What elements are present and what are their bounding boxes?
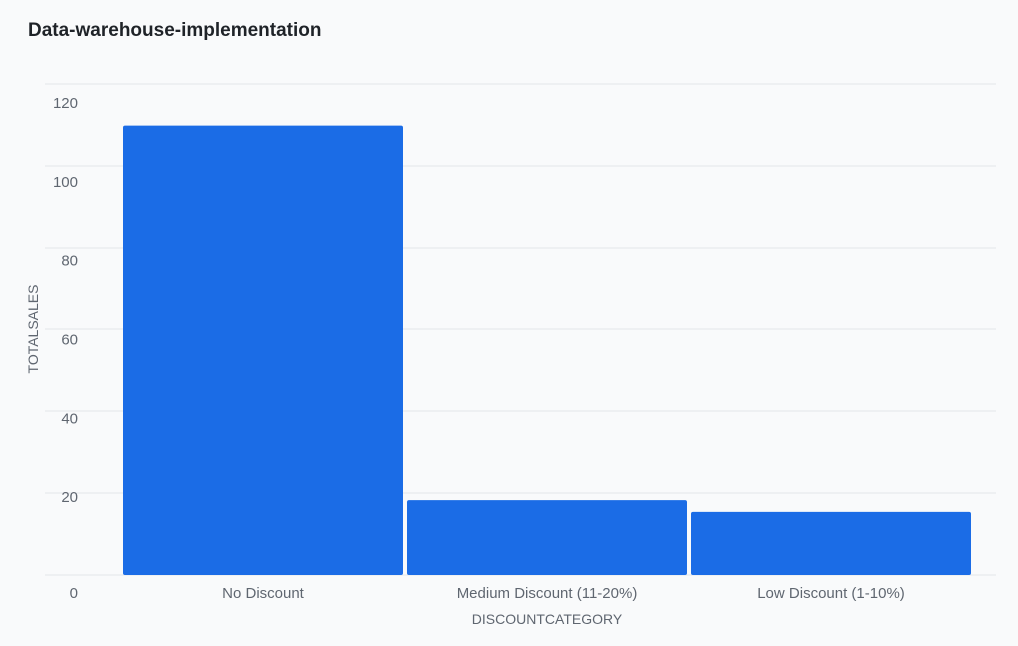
bar[interactable] bbox=[691, 511, 971, 575]
y-tick-label: 0 bbox=[70, 585, 78, 602]
x-tick-label: Low Discount (1-10%) bbox=[757, 585, 905, 602]
x-axis-ticks: No Discount Medium Discount (11-20%) Low D… bbox=[222, 585, 905, 602]
bars bbox=[123, 125, 971, 576]
y-tick-label: 60 bbox=[61, 332, 78, 349]
bar[interactable] bbox=[123, 125, 403, 576]
y-tick-label: 100 bbox=[53, 174, 78, 191]
y-tick-label: 40 bbox=[61, 410, 78, 427]
y-axis-ticks: 0 20 40 60 80 100 120 bbox=[53, 95, 78, 602]
bar[interactable] bbox=[407, 500, 687, 575]
y-axis-title: TOTALSALES bbox=[25, 285, 41, 374]
x-tick-label: Medium Discount (11-20%) bbox=[457, 585, 638, 602]
y-tick-label: 20 bbox=[61, 489, 78, 506]
y-tick-label: 80 bbox=[61, 253, 78, 270]
x-tick-label: No Discount bbox=[222, 585, 305, 602]
x-axis-title: DISCOUNTCATEGORY bbox=[472, 611, 623, 627]
chart-title: Data-warehouse-implementation bbox=[28, 20, 322, 41]
y-tick-label: 120 bbox=[53, 95, 78, 112]
